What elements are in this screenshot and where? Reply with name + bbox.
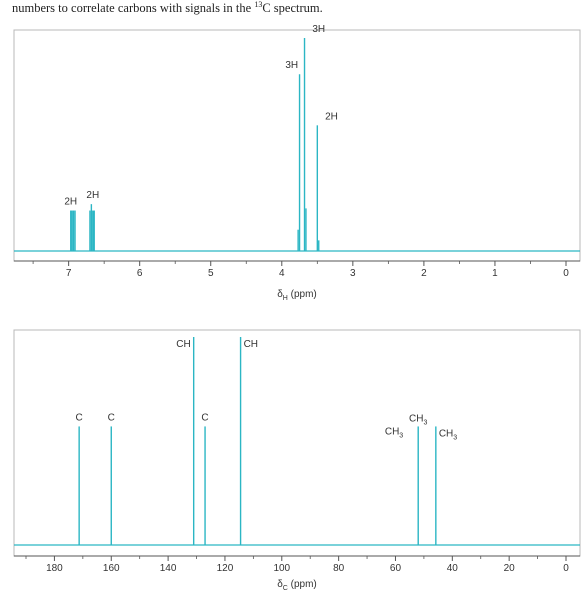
x-axis-title-subscript: C: [283, 585, 288, 592]
figure-caption: numbers to correlate carbons with signal…: [12, 0, 323, 16]
x-tick-label: 180: [46, 563, 63, 574]
caption-superscript: 13: [254, 0, 263, 9]
peak-label: 2H: [325, 111, 338, 122]
x-tick-label: 4: [279, 268, 285, 279]
x-tick-label: 6: [137, 268, 143, 279]
peak-label-subscript: 3: [423, 419, 427, 426]
plot-frame: [13, 329, 581, 557]
x-tick-label: 40: [447, 563, 459, 574]
peak-label: CH3: [409, 413, 427, 426]
x-axis-title: δH (ppm): [277, 289, 317, 302]
x-axis-title-unit: (ppm): [288, 579, 317, 590]
x-tick-label: 2: [421, 268, 427, 279]
x-axis-title-unit: (ppm): [288, 289, 317, 300]
c13-nmr-spectrum: 180 160 140 120 100 80 60 40 20 0 C C CH C CH CH3 CH3 CH3…: [13, 329, 581, 592]
x-tick-label: 100: [273, 563, 290, 574]
peak-label: CH: [244, 339, 258, 350]
x-tick-label: 120: [217, 563, 234, 574]
peak-label: 2H: [86, 190, 99, 201]
x-tick-label: 1: [492, 268, 498, 279]
caption-text: numbers to correlate carbons with signal…: [12, 1, 255, 16]
caption-text-end: C spectrum.: [262, 1, 323, 16]
x-tick-label: 7: [66, 268, 72, 279]
x-tick-label: 140: [160, 563, 177, 574]
peak-label: C: [201, 412, 208, 423]
x-tick-label: 80: [333, 563, 345, 574]
peak-label: 2H: [64, 197, 77, 208]
x-tick-label: 5: [208, 268, 214, 279]
x-tick-label: 0: [563, 268, 569, 279]
peak-label: CH3: [439, 428, 457, 441]
peak-label: C: [76, 412, 83, 423]
x-tick-label: 0: [563, 563, 569, 574]
x-axis-title: δC (ppm): [277, 579, 317, 592]
x-tick-label: 60: [390, 563, 402, 574]
peak-label: CH: [176, 339, 190, 350]
peak-label-subscript: 3: [399, 432, 403, 439]
h1-nmr-spectrum: 7 6 5 4 3 2 1 0 2H 2H 3H 3H 2H δH (ppm): [13, 24, 581, 302]
x-tick-label: 160: [103, 563, 120, 574]
peak-label: 3H: [312, 24, 325, 35]
x-tick-label: 3: [350, 268, 356, 279]
x-tick-label: 20: [504, 563, 516, 574]
peak-label: 3H: [285, 60, 298, 71]
peak-label: C: [108, 412, 115, 423]
peak-label: CH3: [385, 426, 403, 439]
peak-label-subscript: 3: [453, 434, 457, 441]
x-axis-title-subscript: H: [283, 295, 288, 302]
